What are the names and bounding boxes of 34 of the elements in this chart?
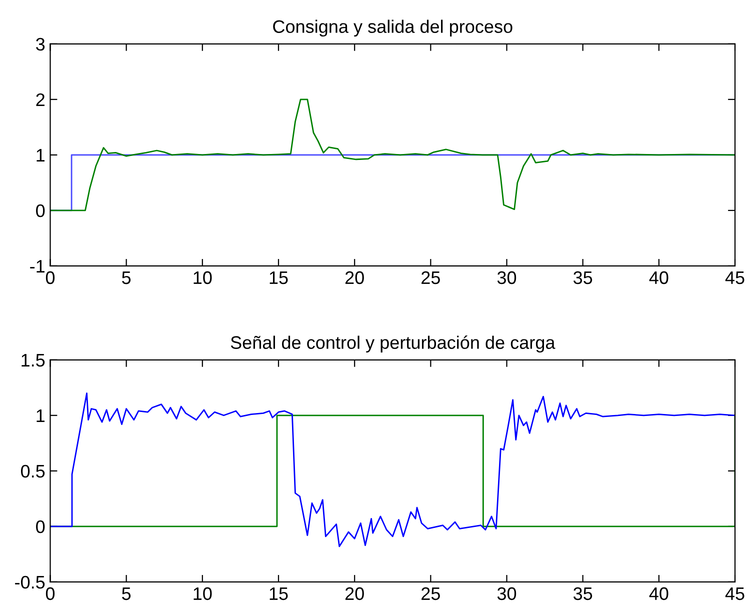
y-tick-label: 0 — [36, 520, 45, 534]
x-tick-label: 10 — [194, 587, 212, 600]
x-tick-label: 15 — [270, 271, 288, 284]
x-tick-label: 15 — [270, 587, 288, 600]
x-tick-label: 20 — [345, 271, 364, 284]
y-tick-label: 2 — [36, 93, 44, 106]
x-tick-label: 0 — [46, 587, 55, 600]
y-tick-label: 1 — [36, 410, 45, 422]
chart-title: Señal de control y perturbación de carga — [230, 335, 556, 353]
line-series — [50, 98, 735, 212]
y-tick-label: 0.5 — [20, 464, 45, 478]
x-tick-label: 30 — [497, 587, 516, 600]
line-series — [50, 392, 735, 548]
x-tick-label: 5 — [122, 271, 131, 284]
x-tick-label: 10 — [194, 271, 212, 284]
x-tick-label: 20 — [345, 587, 364, 600]
y-tick-label: 0 — [36, 204, 45, 218]
y-tick-label: -0.5 — [15, 576, 45, 589]
x-tick-label: 25 — [422, 271, 440, 284]
x-tick-label: 35 — [573, 587, 592, 600]
y-tick-label: 1.5 — [22, 354, 45, 367]
x-tick-label: 40 — [649, 271, 668, 284]
chart-title: Consigna y salida del proceso — [273, 20, 512, 37]
x-tick-label: 40 — [649, 587, 668, 600]
x-tick-label: 45 — [725, 587, 744, 600]
x-tick-label: 5 — [122, 587, 131, 600]
x-tick-label: 0 — [46, 271, 55, 284]
x-tick-label: 35 — [573, 271, 592, 284]
y-tick-label: -1 — [30, 260, 45, 272]
x-tick-label: 30 — [497, 271, 516, 284]
x-tick-label: 45 — [725, 271, 744, 284]
y-tick-label: 1 — [36, 149, 45, 162]
x-tick-label: 25 — [422, 587, 440, 600]
y-tick-label: 3 — [36, 38, 45, 51]
